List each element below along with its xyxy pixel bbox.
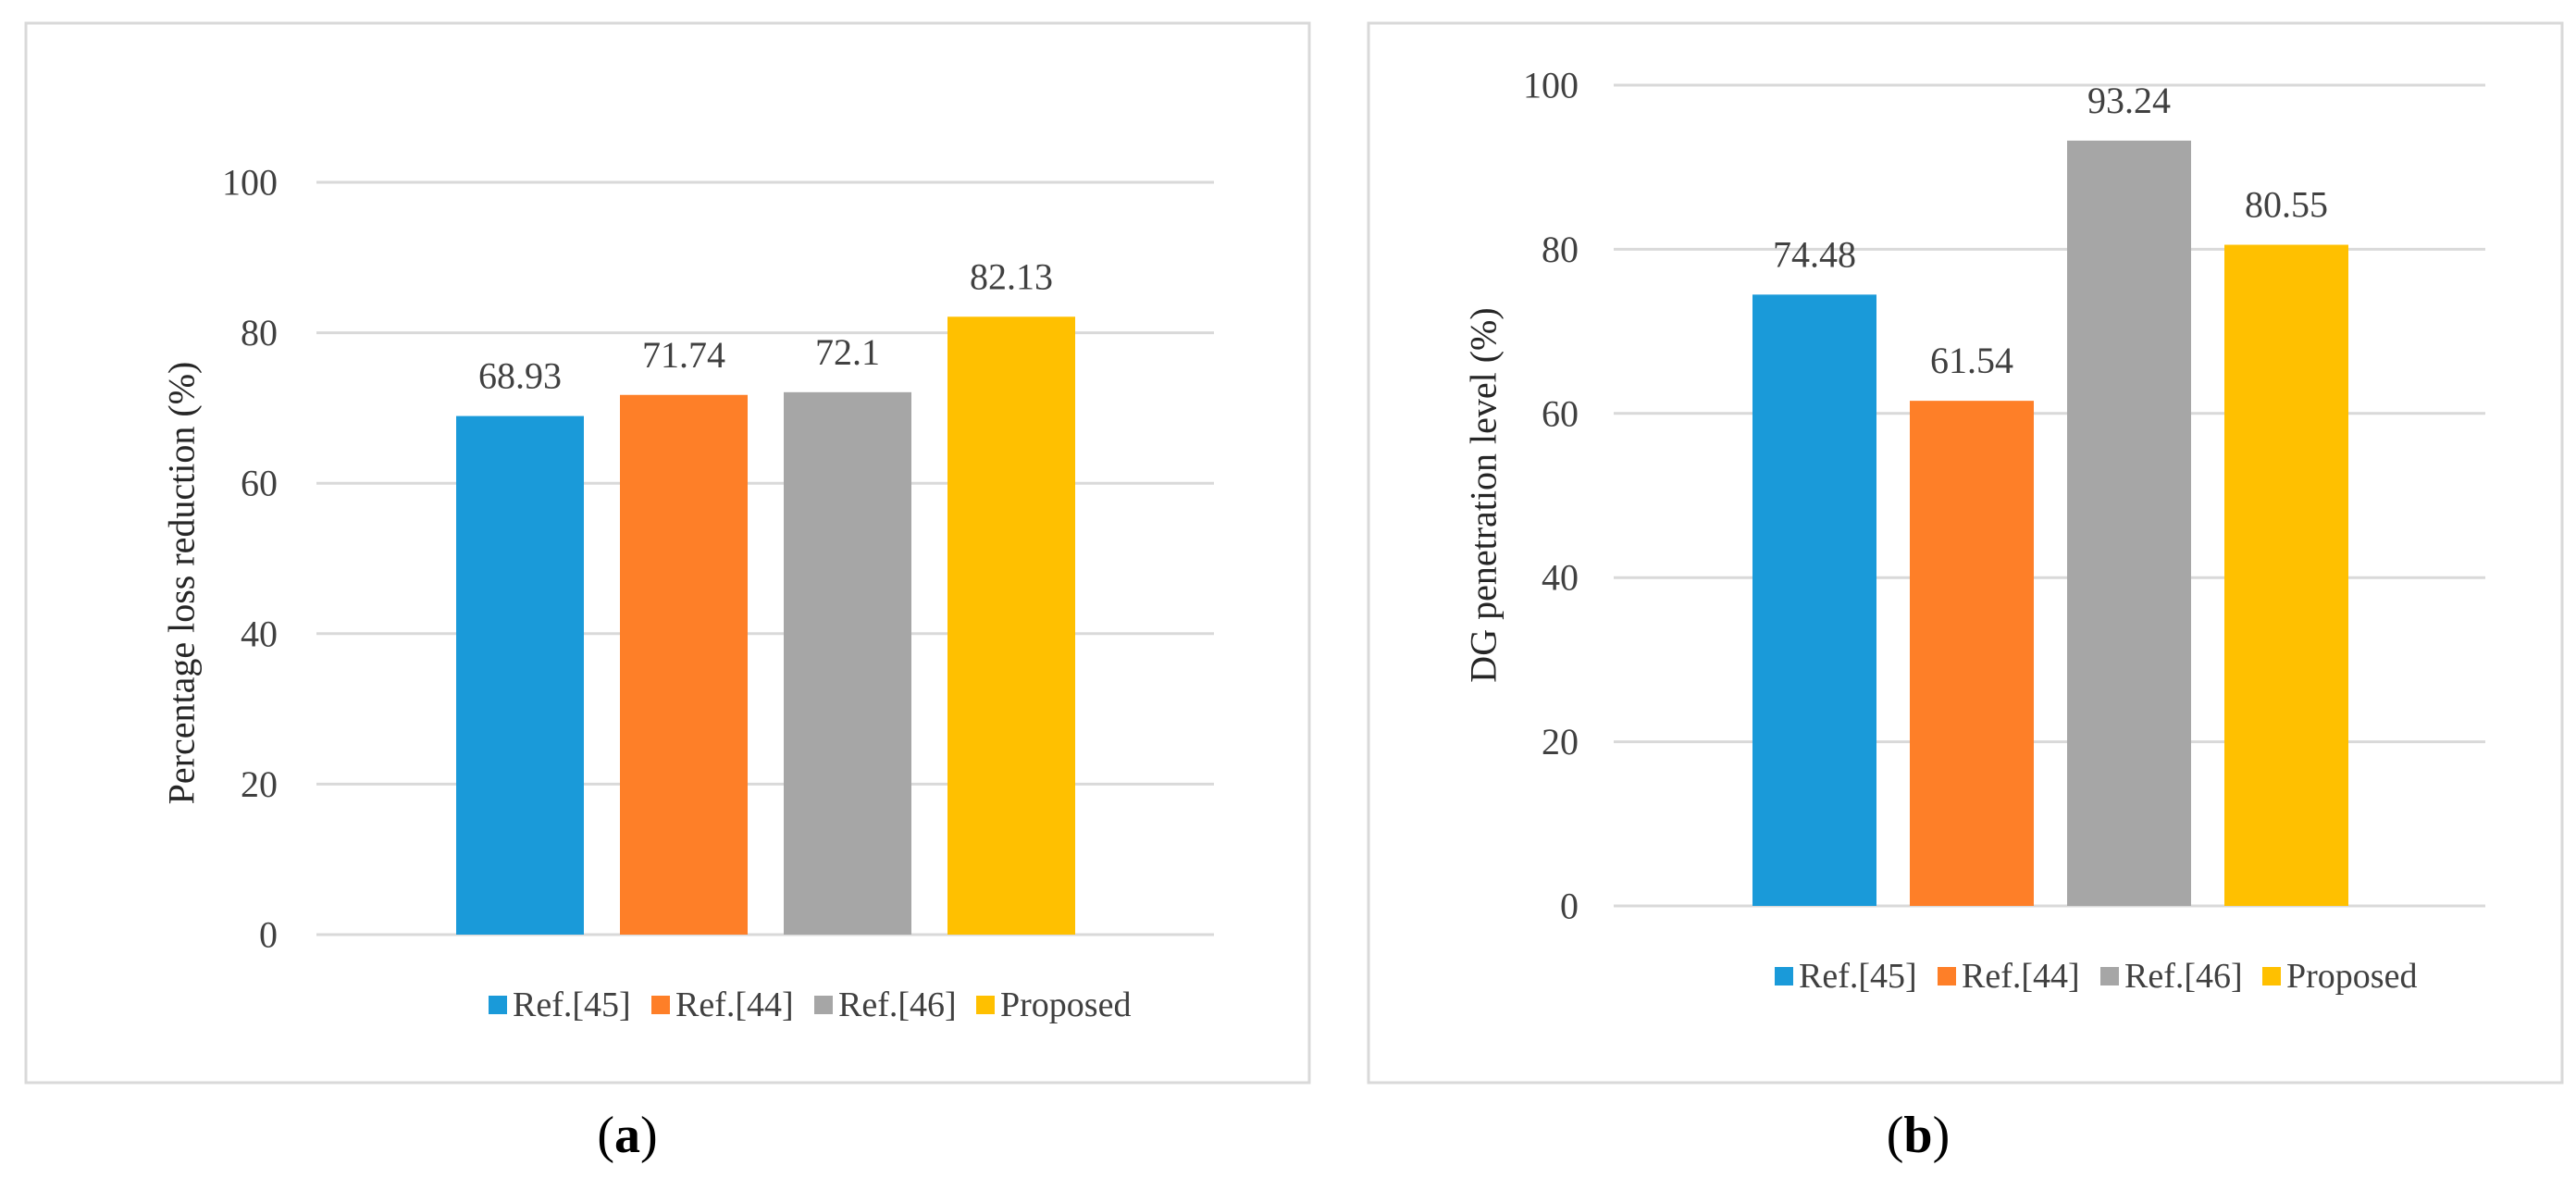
y-tick-label-b-3: 60: [1542, 392, 1579, 434]
legend-label-b-1: Ref.[44]: [1962, 957, 2080, 996]
legend-swatch-a-2: [814, 996, 833, 1014]
bars-b: [1752, 140, 2348, 907]
data-label-a-1: 71.74: [642, 334, 725, 376]
legend-a: Ref.[45] Ref.[44] Ref.[46] Proposed: [489, 985, 1131, 1024]
y-tick-label-a-4: 80: [241, 312, 278, 353]
data-labels-b: 74.48 61.54 93.24 80.55: [1773, 80, 2328, 381]
y-tick-label-b-4: 80: [1542, 229, 1579, 270]
data-label-b-1: 61.54: [1930, 340, 2013, 381]
caption-a-close: ): [640, 1107, 658, 1164]
y-tick-label-b-1: 20: [1542, 721, 1579, 762]
legend-swatch-a-3: [976, 996, 995, 1014]
bar-b-1: [1910, 401, 2034, 906]
caption-b-open: (: [1887, 1107, 1904, 1164]
chart-panel-b: 0 20 40 60 80 100 DG penetration level (%) 74…: [1367, 21, 2564, 1085]
y-tick-label-a-1: 20: [241, 763, 278, 805]
bar-b-0: [1752, 294, 1876, 906]
y-tick-label-a-0: 0: [259, 914, 278, 956]
legend-b: Ref.[45] Ref.[44] Ref.[46] Proposed: [1775, 957, 2417, 996]
y-tick-labels-a: 0 20 40 60 80 100: [222, 162, 278, 956]
caption-a: (a): [597, 1107, 657, 1164]
legend-label-a-3: Proposed: [1000, 985, 1131, 1024]
data-label-a-3: 82.13: [970, 255, 1053, 297]
data-label-a-0: 68.93: [478, 355, 562, 397]
chart-panel-a: 0 20 40 60 80 100 Percentage loss reduction (…: [24, 21, 1311, 1085]
data-label-b-3: 80.55: [2245, 184, 2328, 226]
y-tick-label-a-5: 100: [222, 162, 278, 204]
legend-swatch-b-2: [2100, 967, 2119, 985]
y-tick-label-a-3: 60: [241, 463, 278, 504]
legend-swatch-b-0: [1775, 967, 1793, 985]
y-tick-label-a-2: 40: [241, 613, 278, 654]
y-tick-label-b-5: 100: [1523, 65, 1579, 106]
data-label-a-2: 72.1: [815, 331, 880, 373]
bar-a-2: [784, 391, 911, 935]
bar-b-3: [2224, 244, 2348, 907]
bars-a: [456, 316, 1075, 936]
legend-label-b-2: Ref.[46]: [2124, 957, 2243, 996]
bar-a-1: [620, 394, 748, 936]
bar-a-0: [456, 415, 584, 935]
caption-a-open: (: [597, 1107, 614, 1164]
legend-label-a-2: Ref.[46]: [838, 985, 957, 1024]
bar-b-2: [2067, 140, 2191, 907]
legend-label-a-0: Ref.[45]: [513, 985, 631, 1024]
legend-swatch-b-1: [1938, 967, 1956, 985]
legend-swatch-b-3: [2262, 967, 2281, 985]
caption-b: (b): [1887, 1107, 1950, 1164]
y-axis-label-a: Percentage loss reduction (%): [161, 362, 203, 805]
bar-a-3: [947, 316, 1075, 936]
legend-swatch-a-1: [651, 996, 670, 1014]
data-label-b-0: 74.48: [1773, 233, 1856, 275]
data-label-b-2: 93.24: [2087, 80, 2171, 121]
y-axis-label-b: DG penetration level (%): [1463, 307, 1505, 682]
y-tick-label-b-0: 0: [1560, 886, 1579, 927]
data-labels-a: 68.93 71.74 72.1 82.13: [478, 255, 1053, 396]
legend-label-b-3: Proposed: [2286, 957, 2417, 996]
y-tick-labels-b: 0 20 40 60 80 100: [1523, 65, 1579, 927]
legend-label-a-1: Ref.[44]: [675, 985, 794, 1024]
legend-swatch-a-0: [489, 996, 507, 1014]
caption-b-letter: b: [1903, 1107, 1932, 1164]
caption-a-letter: a: [614, 1107, 640, 1164]
legend-label-b-0: Ref.[45]: [1799, 957, 1917, 996]
y-tick-label-b-2: 40: [1542, 557, 1579, 599]
caption-b-close: ): [1933, 1107, 1951, 1164]
